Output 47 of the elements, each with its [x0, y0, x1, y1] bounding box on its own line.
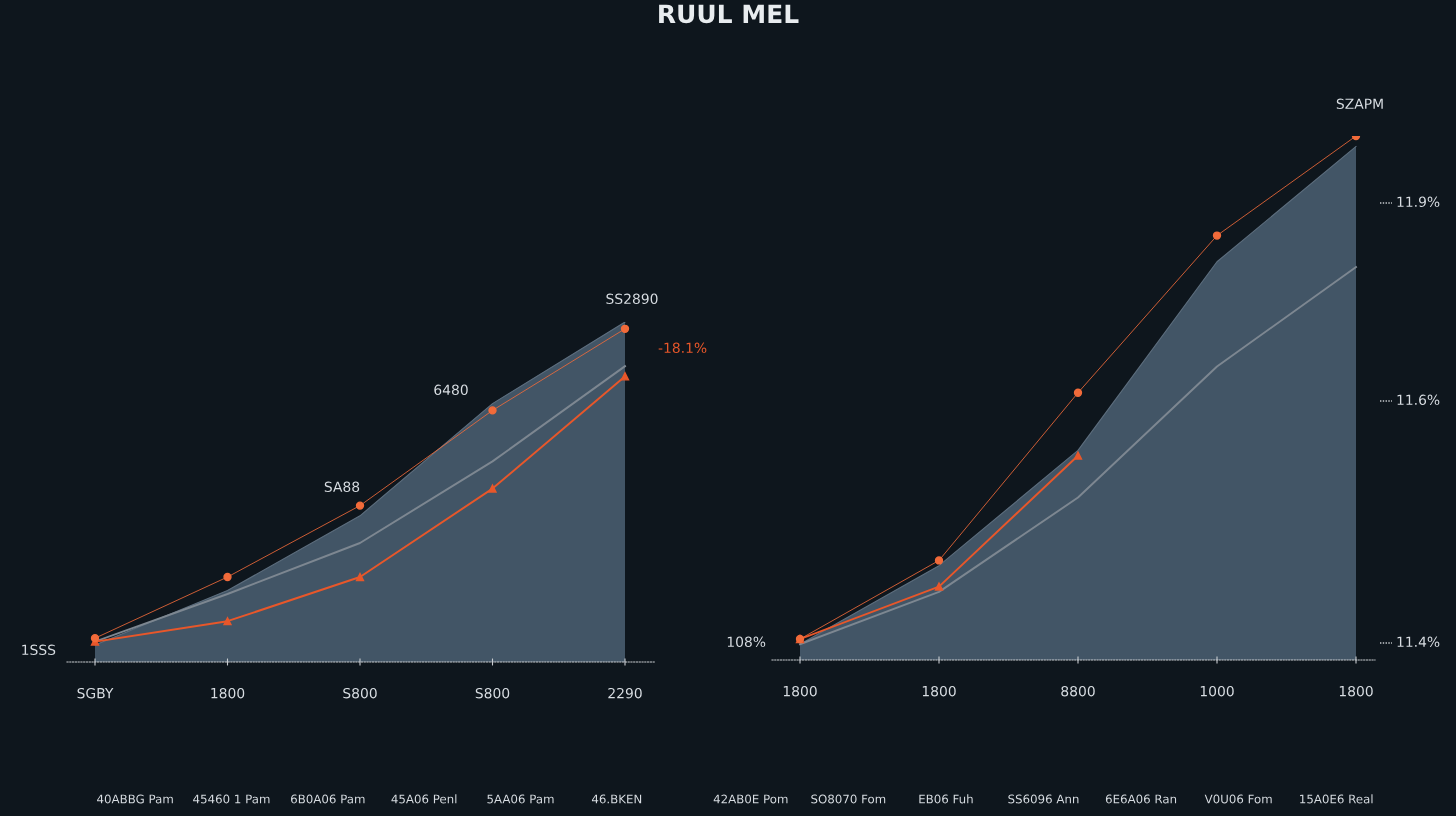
point: [1212, 231, 1222, 240]
point: [355, 501, 365, 510]
text: 42AB0E Pom: [713, 794, 788, 804]
x-tick-label: 8800: [1061, 685, 1095, 697]
x-tick-label: 1800: [1339, 685, 1373, 697]
text: 40ABBG Pam: [97, 794, 173, 804]
point: [934, 556, 944, 565]
text: 1SSS: [22, 644, 56, 656]
x-tick-label: S800: [343, 687, 377, 699]
text: 46.BKEN: [591, 794, 642, 804]
x-tick-label: SGBY: [77, 687, 114, 699]
x-tick-label: 1800: [211, 687, 245, 699]
text: 11.6%: [1397, 394, 1440, 406]
text: 45A06 Penl: [391, 794, 457, 804]
text: 11.9%: [1397, 196, 1440, 208]
text: 45460 1 Pam: [193, 794, 270, 804]
x-tick-label: 1800: [922, 685, 956, 697]
text: 6B0A06 Pam: [291, 794, 365, 804]
point: [934, 582, 944, 591]
point: [223, 617, 232, 626]
text: SS6096 Ann: [1008, 794, 1079, 804]
text: 108%: [727, 636, 766, 648]
text: 15A0E6 Real: [1300, 794, 1373, 804]
text: EB06 Fuh: [919, 794, 973, 804]
annotation: SA88: [324, 481, 360, 493]
point: [1073, 451, 1083, 460]
x-tick-label: S800: [475, 687, 510, 699]
point: [620, 324, 630, 333]
text: 6E6A06 Ran: [1105, 794, 1177, 804]
x-tick-label: 1000: [1200, 685, 1234, 697]
x-tick-label: 2290: [608, 687, 642, 699]
text: 11.4%: [1397, 636, 1440, 648]
x-tick-label: 1800: [783, 685, 817, 697]
text: SS2890: [606, 293, 658, 305]
point: [488, 406, 497, 415]
point: [1073, 388, 1083, 397]
text: 5AA06 Pam: [487, 794, 554, 804]
point: [355, 572, 365, 582]
point: [620, 372, 630, 381]
point: [488, 484, 497, 493]
text: V0U06 Fom: [1204, 794, 1272, 804]
point: [223, 572, 232, 582]
text: -18.1%: [658, 342, 707, 354]
text: RUUL MEL: [659, 4, 799, 24]
annotation: 6480: [434, 384, 468, 396]
text: SO8070 Fom: [811, 794, 886, 804]
text: SZAPM: [1336, 98, 1383, 110]
